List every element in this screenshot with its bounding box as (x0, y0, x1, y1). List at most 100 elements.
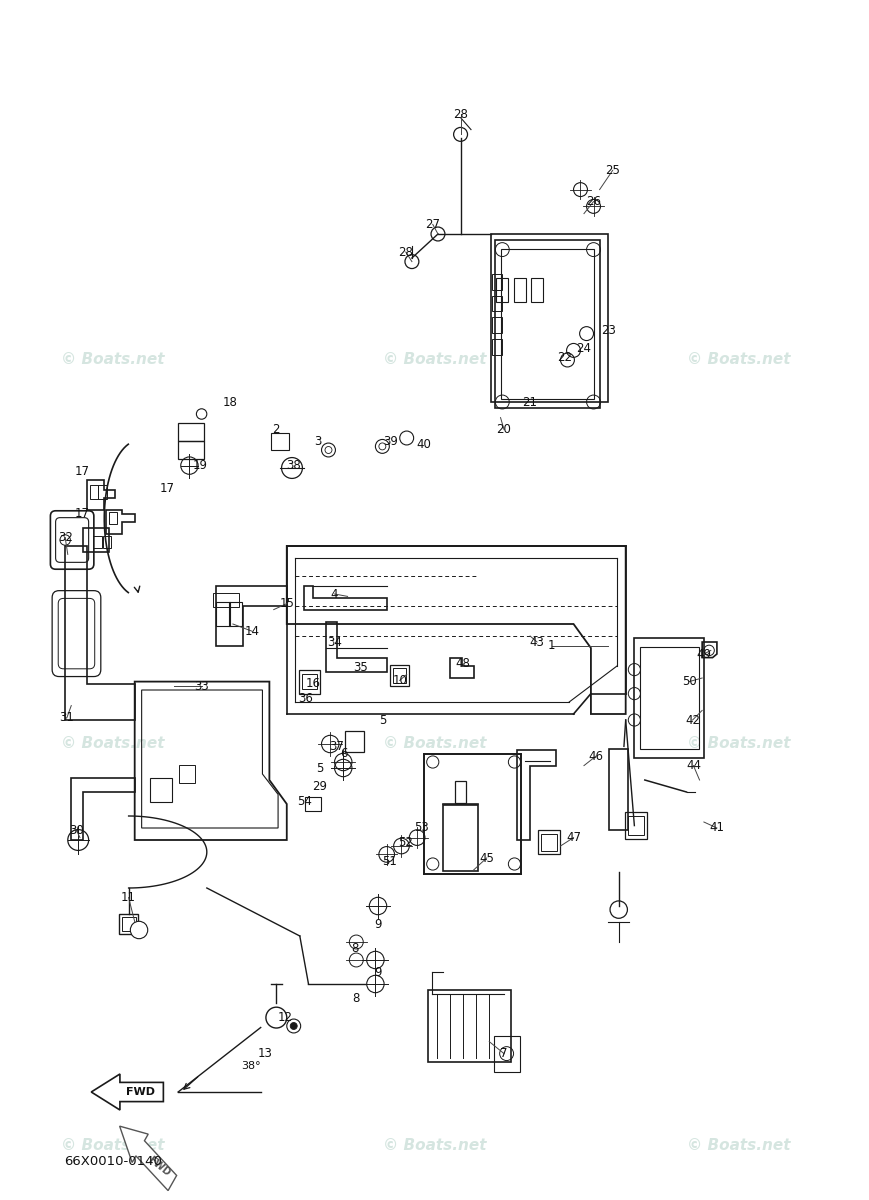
Text: 39: 39 (383, 436, 399, 448)
Text: © Boats.net: © Boats.net (382, 737, 487, 751)
Text: 24: 24 (576, 342, 592, 354)
Circle shape (325, 446, 332, 454)
Text: 37: 37 (328, 740, 344, 752)
Text: 41: 41 (709, 822, 725, 834)
Bar (178, 422, 204, 440)
Text: 50: 50 (682, 676, 696, 688)
Text: © Boats.net: © Boats.net (61, 353, 165, 367)
Text: 32: 32 (57, 532, 73, 544)
Text: 29: 29 (312, 780, 328, 792)
Text: 26: 26 (586, 196, 601, 208)
Text: 15: 15 (279, 598, 295, 610)
Text: 51: 51 (381, 856, 397, 868)
Text: 16: 16 (305, 678, 321, 690)
Text: 7: 7 (501, 1048, 507, 1060)
Polygon shape (91, 1074, 163, 1110)
Text: 17: 17 (75, 508, 90, 520)
Bar (149, 778, 171, 802)
Text: 46: 46 (588, 750, 604, 762)
Bar (492, 275, 502, 290)
Bar (539, 830, 561, 854)
Bar (213, 593, 239, 607)
Text: 45: 45 (479, 852, 494, 864)
Text: 4: 4 (331, 588, 338, 600)
Bar (83, 528, 109, 552)
Text: 1: 1 (548, 640, 555, 652)
Text: 5: 5 (316, 762, 323, 774)
Circle shape (290, 1022, 297, 1030)
Text: 28: 28 (453, 108, 468, 120)
Bar (122, 917, 136, 931)
Bar (541, 834, 557, 851)
Text: 13: 13 (257, 1048, 273, 1060)
Text: 52: 52 (398, 836, 414, 848)
Text: 5: 5 (379, 714, 386, 726)
Text: 54: 54 (296, 796, 312, 808)
Text: 9: 9 (375, 966, 381, 978)
Text: 11: 11 (121, 892, 136, 904)
Bar (495, 240, 600, 408)
Text: 9: 9 (375, 918, 381, 930)
Bar (492, 295, 502, 311)
Bar (628, 816, 644, 835)
Polygon shape (120, 1126, 176, 1190)
Text: 44: 44 (686, 760, 701, 772)
Text: 14: 14 (244, 625, 260, 637)
Text: 34: 34 (327, 636, 342, 648)
Text: 38: 38 (287, 460, 301, 472)
Text: 33: 33 (195, 680, 209, 692)
Text: 10: 10 (392, 674, 408, 686)
Text: 36: 36 (298, 692, 314, 704)
Text: 43: 43 (529, 636, 545, 648)
Bar (305, 797, 321, 811)
Text: 23: 23 (600, 324, 616, 336)
Bar (626, 812, 647, 839)
Bar (634, 638, 704, 758)
Bar (501, 248, 594, 398)
Text: 48: 48 (455, 658, 471, 670)
Text: 3: 3 (315, 436, 322, 448)
Bar (93, 536, 102, 548)
Text: 42: 42 (685, 714, 700, 726)
Bar (443, 804, 478, 870)
Bar (299, 670, 320, 694)
Bar (393, 668, 407, 683)
Text: 22: 22 (557, 352, 573, 364)
Bar (390, 665, 409, 686)
Text: © Boats.net: © Boats.net (61, 1139, 165, 1153)
Bar (494, 1036, 520, 1072)
Text: © Boats.net: © Boats.net (687, 1139, 791, 1153)
Bar (271, 433, 289, 450)
Text: © Boats.net: © Boats.net (61, 737, 165, 751)
Bar (302, 673, 317, 689)
Text: FWD: FWD (126, 1087, 156, 1097)
Text: 25: 25 (605, 164, 620, 176)
Text: 35: 35 (354, 661, 368, 673)
Text: 2: 2 (273, 424, 280, 436)
Bar (109, 512, 117, 524)
Circle shape (130, 922, 148, 938)
Text: 30: 30 (70, 824, 83, 836)
Bar (492, 317, 502, 332)
Bar (514, 278, 526, 302)
Text: 12: 12 (277, 1012, 293, 1024)
Text: © Boats.net: © Boats.net (382, 1139, 487, 1153)
Text: 31: 31 (59, 712, 75, 724)
Text: 8: 8 (353, 992, 360, 1004)
Text: © Boats.net: © Boats.net (687, 353, 791, 367)
Text: 19: 19 (192, 460, 208, 472)
Text: 47: 47 (566, 832, 581, 844)
Bar (98, 485, 107, 499)
Bar (492, 338, 502, 355)
Bar (531, 278, 543, 302)
Text: 8: 8 (351, 942, 358, 954)
Bar (609, 749, 628, 830)
Text: 17: 17 (159, 482, 175, 494)
Text: 20: 20 (496, 424, 512, 436)
Text: 28: 28 (398, 246, 414, 258)
Text: 66X0010-0140: 66X0010-0140 (64, 1156, 162, 1168)
Text: 21: 21 (522, 396, 538, 408)
Text: 49: 49 (696, 648, 712, 660)
Bar (179, 766, 195, 782)
Bar (178, 440, 204, 458)
